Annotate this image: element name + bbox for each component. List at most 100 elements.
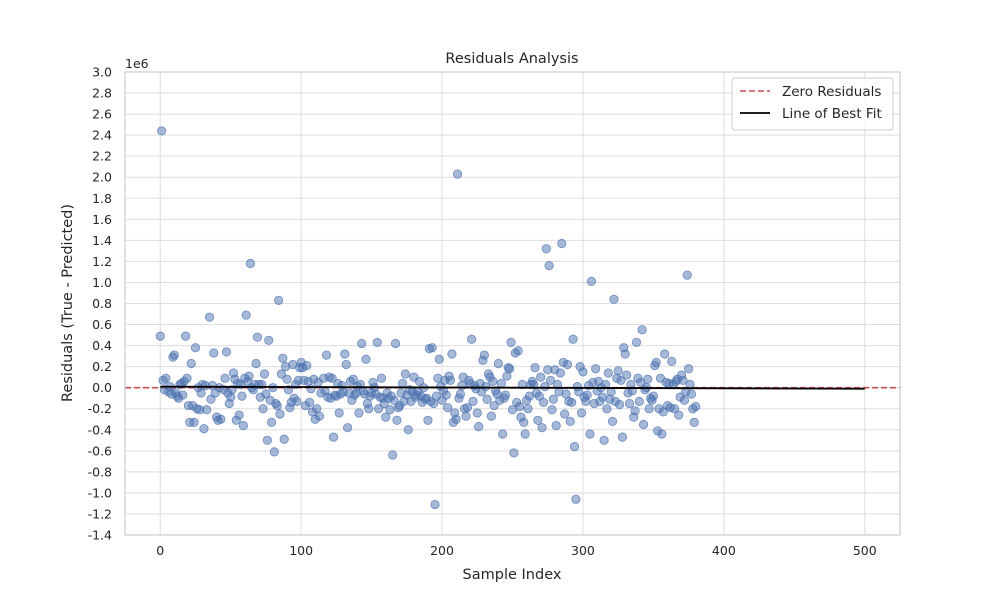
residual-point [613, 366, 623, 376]
residual-point [392, 415, 402, 425]
residual-point [226, 392, 236, 402]
x-axis-label: Sample Index [463, 567, 562, 583]
residual-point [658, 407, 668, 417]
residual-point [321, 350, 332, 360]
x-tick-label: 400 [712, 543, 736, 558]
residual-point [585, 429, 595, 439]
y-tick-label: -1.2 [88, 506, 112, 521]
legend-zero-residuals-label: Zero Residuals [782, 84, 881, 100]
residual-point [452, 169, 463, 179]
y-tick-label: 2.0 [92, 170, 112, 185]
residual-point [414, 376, 425, 386]
residual-point [607, 416, 618, 426]
residual-point [547, 405, 557, 415]
x-tick-label: 300 [571, 543, 595, 558]
residual-point [631, 337, 642, 348]
residual-point [314, 411, 325, 421]
y-tick-label: 1.0 [92, 275, 112, 290]
y-tick-label: 3.0 [92, 65, 112, 80]
residual-point [354, 408, 364, 418]
residual-point [571, 494, 581, 504]
residual-point [209, 348, 219, 358]
residual-point [648, 391, 659, 401]
residual-point [638, 419, 649, 430]
legend-best-fit-label: Line of Best Fit [782, 106, 882, 122]
residual-point [221, 347, 232, 357]
residual-point [669, 404, 680, 414]
y-tick-label: -1.4 [88, 528, 112, 543]
residual-point [423, 415, 433, 425]
residual-point [273, 295, 284, 305]
residual-point [482, 394, 492, 404]
residual-point [582, 390, 592, 400]
residual-point [374, 404, 384, 414]
residual-point [388, 450, 398, 460]
y-tick-label: -0.8 [88, 464, 112, 479]
residual-point [678, 375, 688, 385]
residual-point [278, 353, 288, 363]
residual-point [614, 399, 625, 410]
residual-point [282, 374, 292, 384]
residual-point [430, 499, 440, 510]
residual-point [259, 369, 270, 379]
x-tick-labels: 0 100 200 300 400 500 [156, 543, 876, 558]
residual-point [361, 354, 371, 364]
residual-point [237, 391, 247, 401]
residual-point [493, 358, 504, 369]
residual-point [506, 337, 516, 348]
residual-point [220, 373, 230, 383]
residual-point [189, 417, 199, 428]
residual-point [385, 405, 395, 415]
residual-point [245, 258, 256, 269]
residual-point [565, 416, 575, 426]
residual-point [155, 331, 165, 341]
best-fit-line-group [160, 385, 865, 390]
residual-point [328, 432, 339, 442]
y-tick-label: 0.0 [92, 380, 112, 395]
residual-point [496, 378, 506, 389]
residual-point [634, 396, 644, 406]
residual-point [651, 357, 661, 368]
residual-point [576, 408, 587, 418]
chart-title: Residuals Analysis [445, 51, 578, 67]
residual-point [447, 349, 457, 359]
gridlines [125, 71, 900, 536]
residual-point [266, 417, 277, 428]
residual-point [533, 415, 543, 425]
residual-point [606, 387, 616, 397]
residual-point [397, 378, 408, 389]
y-tick-label: 1.8 [92, 191, 112, 206]
residual-point [340, 349, 350, 359]
residual-point [182, 373, 192, 383]
residual-point [251, 358, 261, 369]
residual-point [244, 371, 254, 381]
y-tick-label: 1.4 [92, 233, 112, 248]
y-tick-label: 2.2 [92, 149, 112, 164]
residual-point [451, 414, 461, 424]
y-tick-label: -0.2 [88, 401, 112, 416]
residual-point [488, 376, 498, 386]
residual-point [586, 276, 597, 287]
y-tick-label: 0.4 [92, 338, 112, 353]
residual-point [334, 408, 344, 418]
residual-point [609, 294, 619, 304]
residual-point [591, 364, 601, 374]
residual-point [624, 398, 635, 409]
residual-point [602, 404, 612, 414]
residual-point [202, 405, 212, 415]
residual-point [557, 238, 567, 249]
y-axis-label: Residuals (True - Predicted) [60, 204, 76, 402]
residual-point [686, 389, 697, 399]
residual-point [667, 356, 677, 366]
residual-point [674, 410, 684, 420]
residual-point [474, 422, 484, 432]
residual-point [514, 402, 525, 412]
residual-point [272, 400, 282, 411]
residual-point [479, 350, 489, 360]
residual-point [306, 384, 316, 394]
y-tick-label: 2.8 [92, 86, 112, 101]
residual-point [455, 389, 465, 399]
residual-point [467, 334, 477, 344]
residual-point [500, 390, 511, 400]
